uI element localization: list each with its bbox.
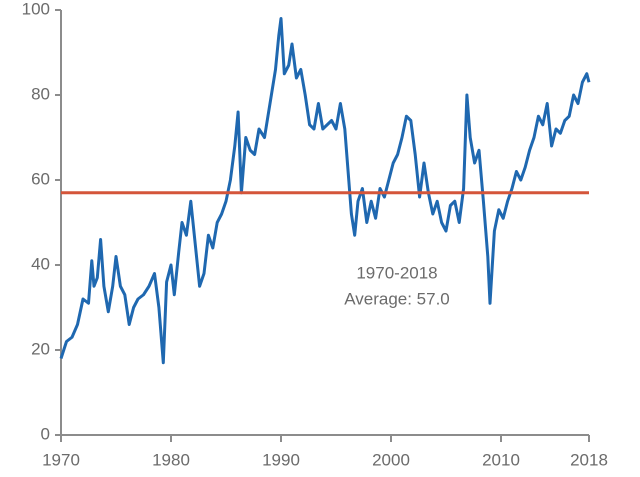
x-tick-label: 1990 xyxy=(262,450,300,469)
annotation: Average: 57.0 xyxy=(344,289,450,308)
y-tick-label: 80 xyxy=(31,84,50,103)
x-tick-label: 1980 xyxy=(152,450,190,469)
x-tick-label: 1970 xyxy=(42,450,80,469)
y-tick-label: 40 xyxy=(31,254,50,273)
y-tick-label: 20 xyxy=(31,339,50,358)
x-tick-label: 2018 xyxy=(570,450,608,469)
y-tick-label: 60 xyxy=(31,169,50,188)
y-tick-label: 0 xyxy=(41,424,50,443)
x-tick-label: 2010 xyxy=(482,450,520,469)
data-line xyxy=(59,17,591,365)
x-tick-label: 2000 xyxy=(372,450,410,469)
annotation: 1970-2018 xyxy=(356,263,437,282)
y-tick-label: 100 xyxy=(22,0,50,18)
